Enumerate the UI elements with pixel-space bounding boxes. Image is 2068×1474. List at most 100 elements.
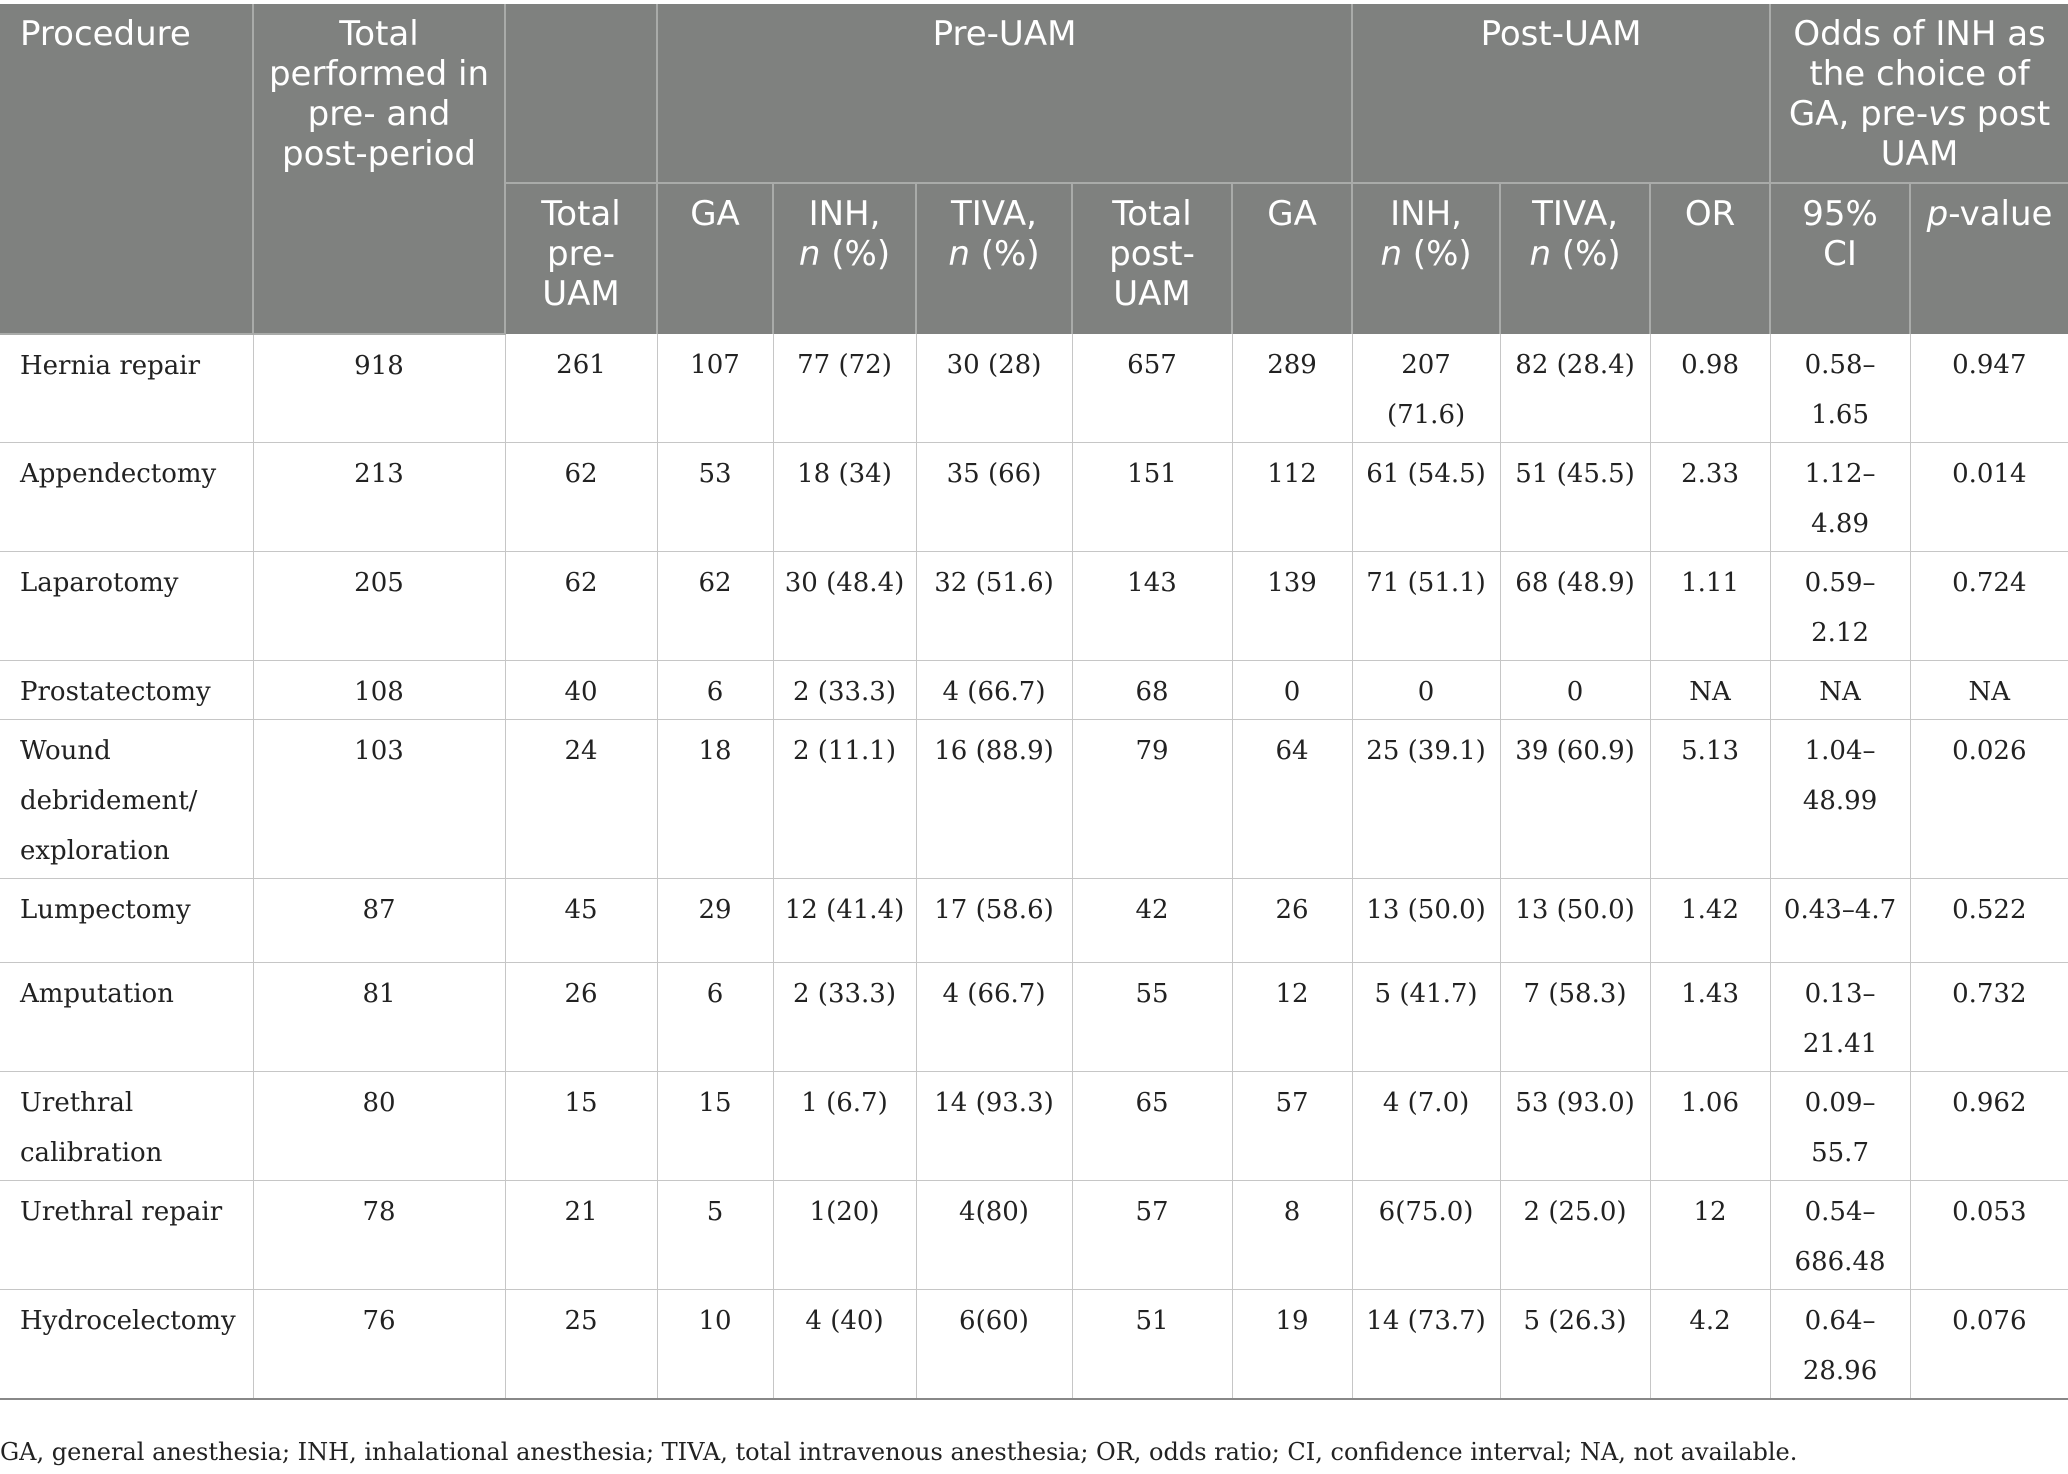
pre-tiva-cell: 16 (88.9) [916, 719, 1073, 879]
post-ga-cell: 8 [1232, 1180, 1353, 1290]
table-container: Procedure Total performed in pre- and po… [0, 4, 2068, 1400]
col-header-ci: 95% CI [1770, 183, 1912, 334]
post-ga-cell: 26 [1232, 878, 1353, 963]
post-inh-cell: 71 (51.1) [1352, 551, 1501, 661]
table-body: Hernia repair 918 261 107 77 (72) 30 (28) 657 2… [0, 334, 2068, 1400]
pre-ga-cell: 107 [657, 334, 774, 443]
post-tiva-cell: 2 (25.0) [1500, 1180, 1651, 1290]
total-performed-cell: 80 [253, 1071, 506, 1181]
total-pre-cell: 45 [505, 878, 658, 963]
post-inh-cell: 25 (39.1) [1352, 719, 1501, 879]
col-header-total-pre-uam: Total pre-UAM [505, 183, 658, 334]
table-row: Wound debridement/ exploration 103 24 18 2 (… [0, 719, 2068, 879]
total-performed-cell: 78 [253, 1180, 506, 1290]
total-performed-cell: 81 [253, 962, 506, 1072]
pre-tiva-cell: 4 (66.7) [916, 962, 1073, 1072]
total-pre-cell: 62 [505, 442, 658, 552]
post-tiva-cell: 39 (60.9) [1500, 719, 1651, 879]
ci-cell: 1.12–4.89 [1770, 442, 1911, 552]
col-header-blank [505, 4, 658, 184]
p-value-cell: 0.053 [1910, 1180, 2068, 1290]
post-inh-cell: 207 (71.6) [1352, 334, 1501, 443]
p-value-cell: 0.026 [1910, 719, 2068, 879]
col-header-procedure: Procedure [0, 4, 254, 335]
table-row: Urethral calibration 80 15 15 1 (6.7) 14 (93.… [0, 1071, 2068, 1181]
ci-cell: 0.54–686.48 [1770, 1180, 1911, 1290]
p-value-cell: NA [1910, 660, 2068, 720]
post-ga-cell: 0 [1232, 660, 1353, 720]
procedure-cell: Urethral repair [0, 1180, 254, 1290]
procedure-cell: Urethral calibration [0, 1071, 254, 1181]
ci-cell: 0.59–2.12 [1770, 551, 1911, 661]
pre-inh-cell: 12 (41.4) [773, 878, 917, 963]
col-header-pre-inh: INH, n (%) [773, 183, 917, 334]
or-cell: 1.43 [1650, 962, 1771, 1072]
pre-inh-cell: 30 (48.4) [773, 551, 917, 661]
table-row: Hernia repair 918 261 107 77 (72) 30 (28) 657 2… [0, 334, 2068, 443]
post-ga-cell: 57 [1232, 1071, 1353, 1181]
p-value-cell: 0.962 [1910, 1071, 2068, 1181]
post-inh-cell: 4 (7.0) [1352, 1071, 1501, 1181]
col-header-total-performed: Total performed in pre- and post-period [253, 4, 506, 335]
pre-tiva-cell: 6(60) [916, 1289, 1073, 1400]
total-post-cell: 79 [1072, 719, 1233, 879]
total-post-cell: 65 [1072, 1071, 1233, 1181]
pre-ga-cell: 6 [657, 660, 774, 720]
total-post-cell: 657 [1072, 334, 1233, 443]
p-value-cell: 0.014 [1910, 442, 2068, 552]
or-cell: 2.33 [1650, 442, 1771, 552]
pre-tiva-cell: 30 (28) [916, 334, 1073, 443]
post-ga-cell: 64 [1232, 719, 1353, 879]
post-tiva-cell: 68 (48.9) [1500, 551, 1651, 661]
pre-inh-cell: 1(20) [773, 1180, 917, 1290]
procedure-cell: Lumpectomy [0, 878, 254, 963]
post-ga-cell: 19 [1232, 1289, 1353, 1400]
total-post-cell: 55 [1072, 962, 1233, 1072]
group-header-odds: Odds of INH as the choice of GA, pre-vs … [1770, 4, 2068, 184]
ci-cell: 0.43–4.7 [1770, 878, 1911, 963]
pre-tiva-cell: 4(80) [916, 1180, 1073, 1290]
col-header-p-value: p-value [1910, 183, 2068, 334]
total-pre-cell: 25 [505, 1289, 658, 1400]
col-header-post-tiva: TIVA, n (%) [1500, 183, 1652, 334]
col-header-pre-tiva: TIVA, n (%) [916, 183, 1073, 334]
total-pre-cell: 21 [505, 1180, 658, 1290]
post-tiva-cell: 5 (26.3) [1500, 1289, 1651, 1400]
post-tiva-cell: 51 (45.5) [1500, 442, 1651, 552]
or-cell: 1.42 [1650, 878, 1771, 963]
col-header-post-ga: GA [1232, 183, 1354, 334]
post-inh-cell: 5 (41.7) [1352, 962, 1501, 1072]
total-pre-cell: 15 [505, 1071, 658, 1181]
ci-cell: 0.13–21.41 [1770, 962, 1911, 1072]
total-pre-cell: 26 [505, 962, 658, 1072]
p-value-cell: 0.947 [1910, 334, 2068, 443]
table-row: Laparotomy 205 62 62 30 (48.4) 32 (51.6) 143 13… [0, 551, 2068, 661]
pre-tiva-cell: 32 (51.6) [916, 551, 1073, 661]
procedure-cell: Hernia repair [0, 334, 254, 443]
procedure-cell: Wound debridement/ exploration [0, 719, 254, 879]
procedure-cell: Laparotomy [0, 551, 254, 661]
total-post-cell: 151 [1072, 442, 1233, 552]
pre-ga-cell: 10 [657, 1289, 774, 1400]
post-inh-cell: 61 (54.5) [1352, 442, 1501, 552]
pre-inh-cell: 18 (34) [773, 442, 917, 552]
post-inh-cell: 14 (73.7) [1352, 1289, 1501, 1400]
total-performed-cell: 108 [253, 660, 506, 720]
procedure-cell: Prostatectomy [0, 660, 254, 720]
pre-inh-cell: 2 (11.1) [773, 719, 917, 879]
ci-cell: 0.64–28.96 [1770, 1289, 1911, 1400]
col-header-pre-ga: GA [657, 183, 774, 334]
post-tiva-cell: 0 [1500, 660, 1651, 720]
col-header-post-inh: INH, n (%) [1352, 183, 1502, 334]
ci-cell: NA [1770, 660, 1911, 720]
pre-inh-cell: 1 (6.7) [773, 1071, 917, 1181]
post-inh-cell: 0 [1352, 660, 1501, 720]
table-footnote: GA, general anesthesia; INH, inhalationa… [0, 1438, 1798, 1466]
total-performed-cell: 205 [253, 551, 506, 661]
group-header-post-uam: Post-UAM [1352, 4, 1772, 184]
total-pre-cell: 40 [505, 660, 658, 720]
total-post-cell: 42 [1072, 878, 1233, 963]
or-cell: 1.11 [1650, 551, 1771, 661]
pre-ga-cell: 6 [657, 962, 774, 1072]
or-cell: 1.06 [1650, 1071, 1771, 1181]
